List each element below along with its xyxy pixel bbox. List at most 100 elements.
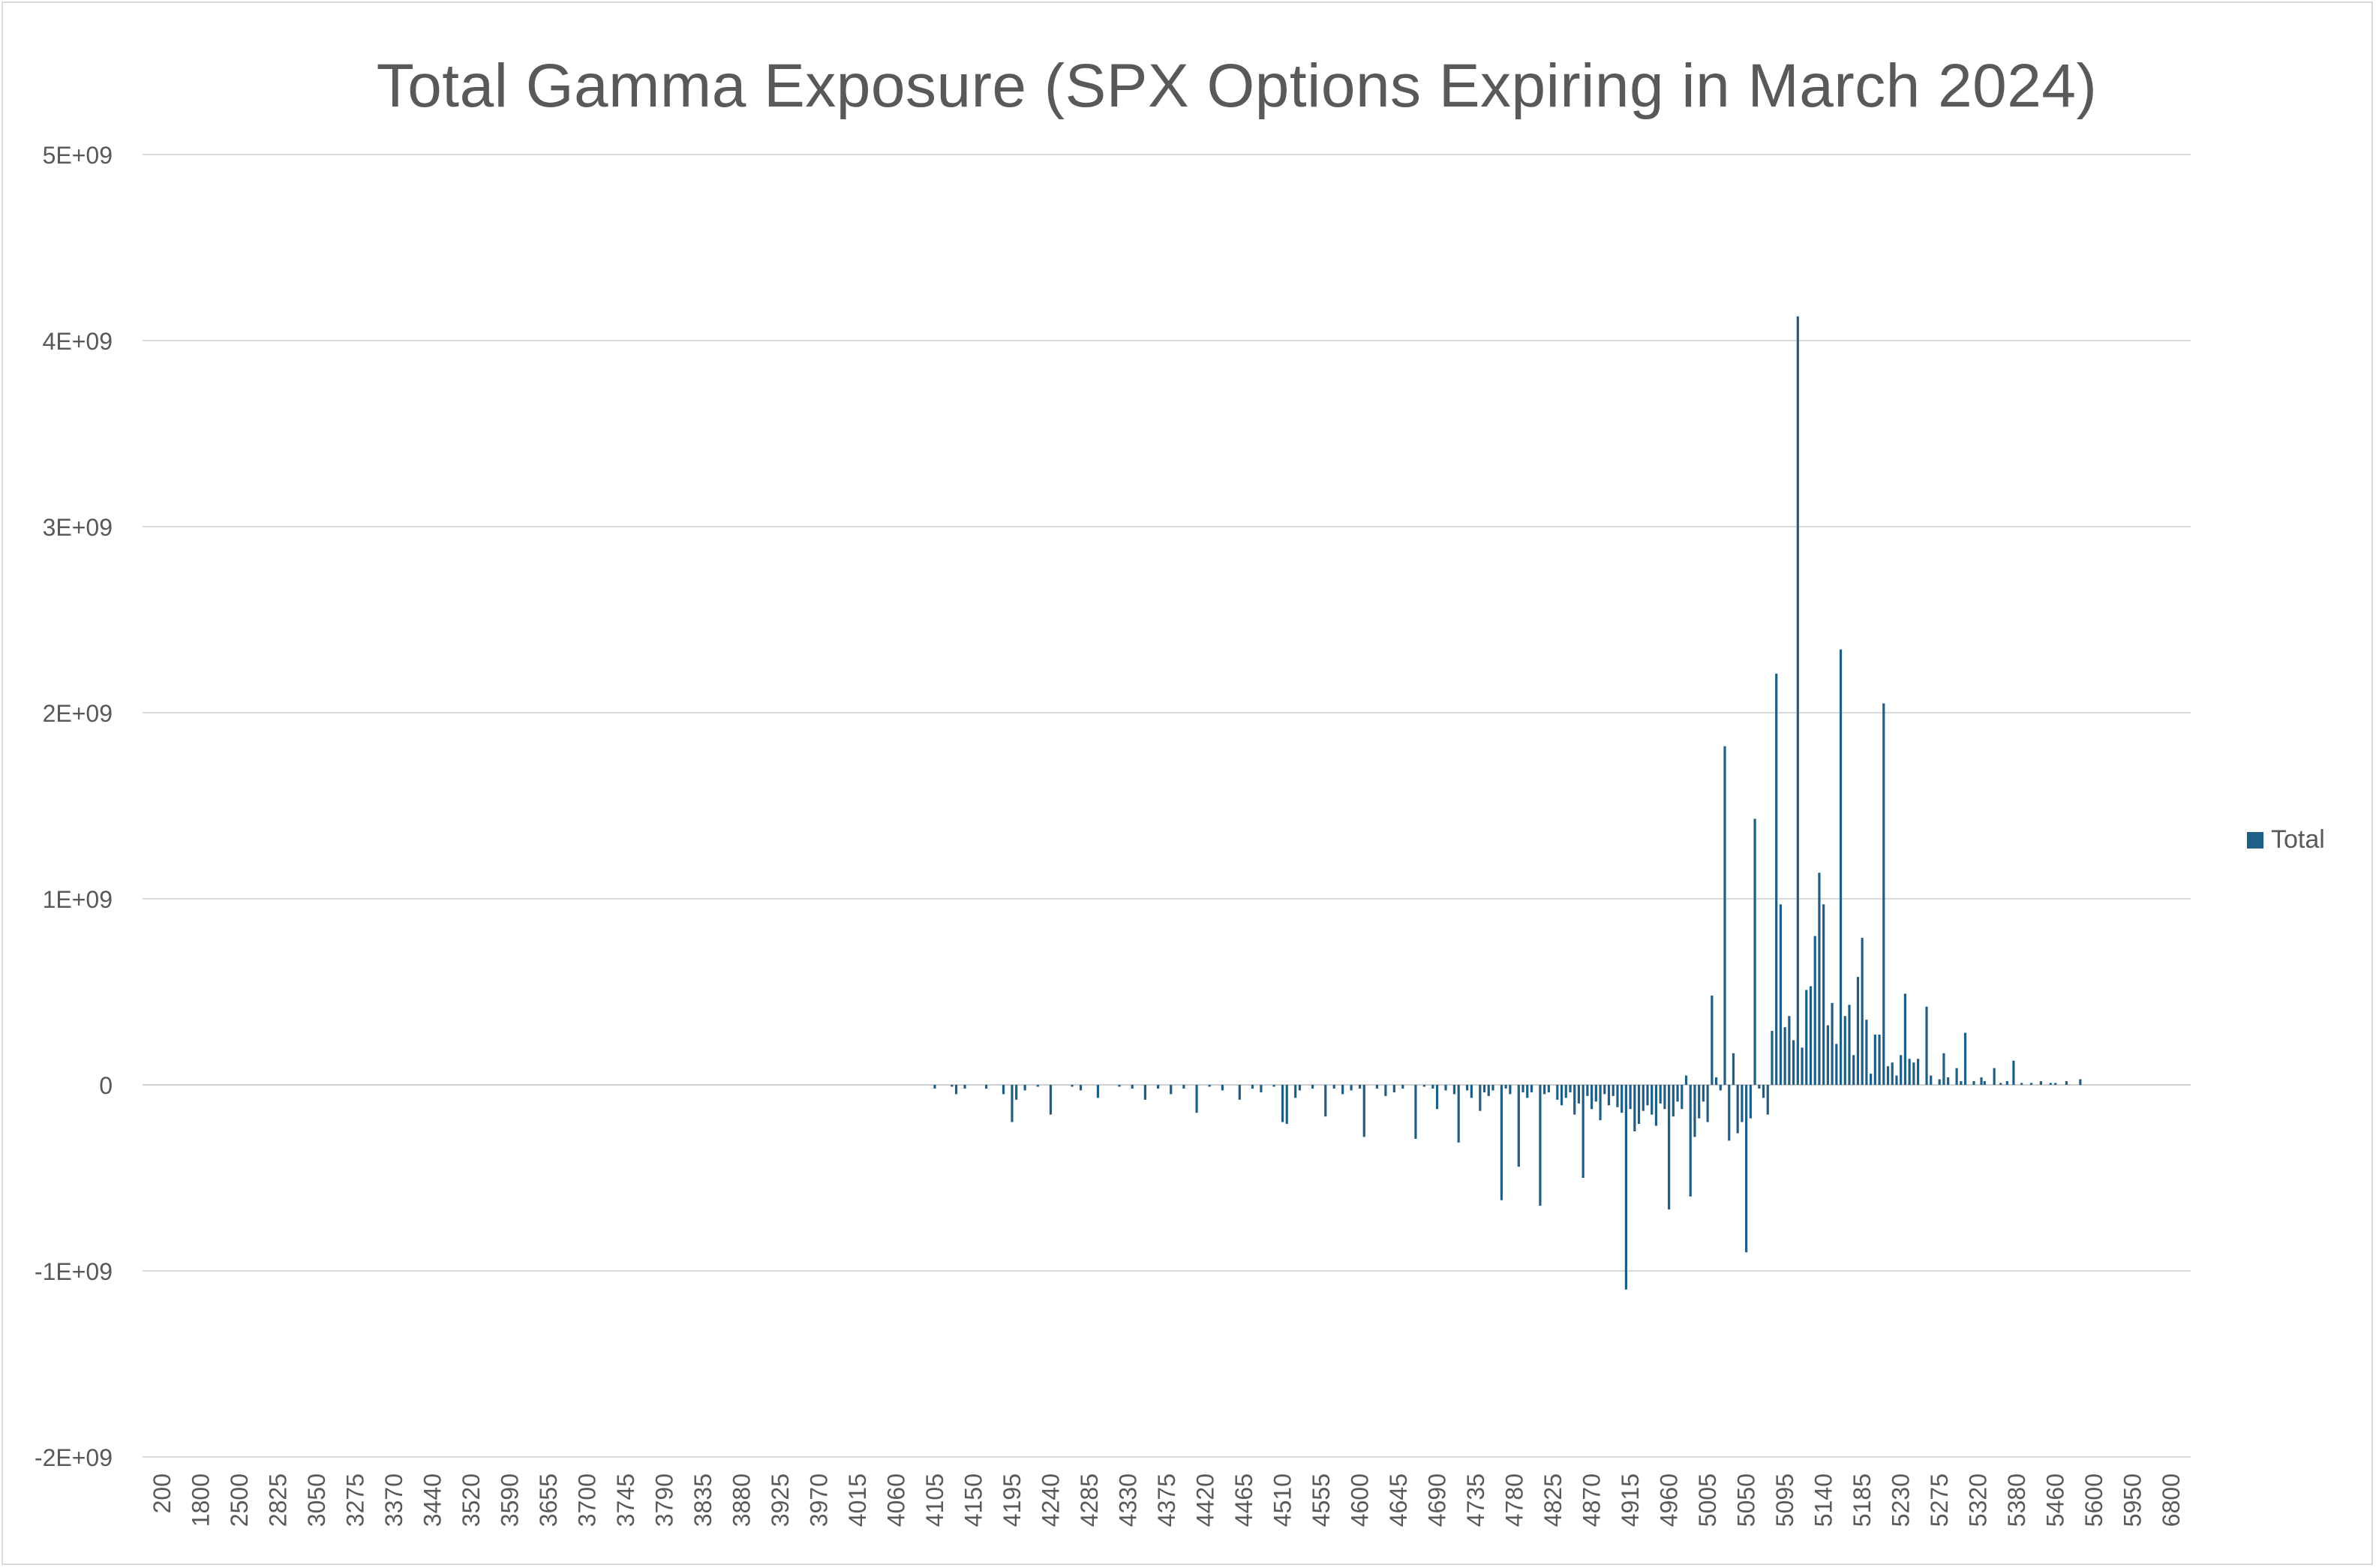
bar [1723,746,1726,1085]
bar [1960,1081,1963,1085]
bar [1903,993,1907,1085]
bar [1646,1085,1649,1106]
bar [1452,1085,1456,1095]
x-tick-label: 4555 [1308,1473,1335,1527]
x-tick-label: 4510 [1269,1473,1296,1527]
x-tick-label: 4015 [844,1473,871,1527]
bar [2012,1060,2015,1085]
x-tick-label: 1800 [187,1473,214,1527]
bar [1779,904,1783,1085]
bar [1011,1085,1014,1122]
bar [1096,1085,1100,1098]
bar [1676,1085,1679,1102]
x-tick-label: 5050 [1733,1473,1760,1527]
bar [1805,990,1808,1085]
bar [1916,1059,1920,1085]
bar [1392,1085,1395,1092]
bar [1556,1085,1559,1100]
bar [1930,1075,1933,1085]
bar [1813,936,1816,1085]
bar [1775,673,1778,1085]
bar [1891,1062,1894,1085]
bar [1118,1085,1121,1087]
bar [1865,1020,1868,1085]
bar [1341,1085,1344,1095]
bar [1401,1085,1404,1089]
bar [1753,819,1756,1085]
bar [1651,1085,1654,1115]
bar [1861,938,1864,1085]
bar [1637,1085,1641,1125]
bar [1586,1085,1589,1096]
x-tick-label: 5380 [2003,1473,2030,1527]
x-tick-label: 4150 [960,1473,987,1527]
x-tick-label: 3440 [419,1473,446,1527]
bar [1732,1053,1735,1085]
x-tick-label: 4240 [1037,1473,1064,1527]
bar [1577,1085,1581,1104]
bar [1509,1085,1512,1095]
bar [1311,1085,1314,1089]
bar [1766,1085,1769,1115]
bar [1079,1085,1083,1091]
bar [1504,1085,1507,1089]
bar [1771,1031,1774,1085]
x-tick-label: 4060 [882,1473,909,1527]
y-tick-label: 3E+09 [43,514,113,541]
bar [1624,1085,1627,1290]
x-tick-label: 4825 [1539,1473,1566,1527]
bar [2054,1083,2057,1085]
bar [1131,1085,1134,1089]
bar [1521,1085,1524,1092]
x-tick-label: 6800 [2158,1473,2185,1527]
bar [1547,1085,1550,1092]
bar [1358,1085,1362,1089]
bar [1999,1083,2002,1085]
bar [1156,1085,1160,1089]
bar [1938,1079,1941,1085]
bar [1375,1085,1379,1089]
bar [1444,1085,1447,1091]
bar [954,1085,958,1095]
bar [1711,995,1714,1085]
legend: Total [2247,825,2325,855]
bar [1491,1085,1494,1091]
y-tick-label: 5E+09 [43,142,113,169]
bar [2029,1083,2033,1085]
bar [1517,1085,1520,1167]
x-tick-label: 3880 [728,1473,755,1527]
bar [1882,703,1885,1085]
bar [1947,1077,1950,1085]
bar [1560,1085,1563,1106]
bar [1719,1085,1722,1091]
bar [1788,1016,1791,1085]
bar [1294,1085,1297,1098]
bar [1569,1085,1572,1092]
bar [1870,1074,1873,1085]
bar [1260,1085,1263,1092]
x-tick-label: 5140 [1810,1473,1837,1527]
bar [1435,1085,1439,1110]
bar [1702,1085,1705,1102]
bar [1543,1085,1546,1095]
x-tick-label: 5275 [1926,1473,1953,1527]
bar [2020,1083,2023,1085]
x-tick-label: 2825 [264,1473,291,1527]
bar [1822,904,1825,1085]
bar [2005,1081,2008,1085]
y-tick-label: 4E+09 [43,328,113,355]
x-tick-label: 3700 [573,1473,600,1527]
x-tick-label: 3925 [767,1473,794,1527]
bar [1036,1085,1039,1087]
bar [1621,1085,1624,1113]
bar [1487,1085,1490,1096]
bar [1285,1085,1288,1125]
x-tick-label: 3050 [303,1473,330,1527]
bar [1925,1006,1928,1085]
bar [1809,986,1813,1085]
bar [1873,1035,1876,1085]
bar [1831,1002,1834,1085]
bar [1848,1005,1851,1085]
bar [1422,1085,1425,1087]
